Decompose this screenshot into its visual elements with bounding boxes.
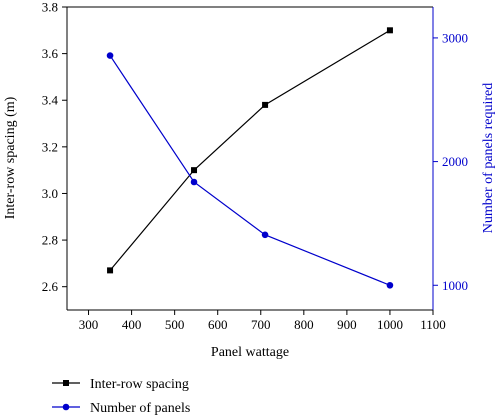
left-y-tick-label: 3.6: [42, 46, 59, 61]
plot-frame: [66, 6, 434, 311]
left-y-axis-label: Inter-row spacing (m): [3, 96, 18, 219]
right-y-tick-label: 2000: [442, 154, 468, 169]
right-y-tick-label: 3000: [442, 30, 468, 45]
x-tick-label: 800: [294, 317, 314, 332]
x-tick-label: 600: [208, 317, 228, 332]
x-tick-label: 400: [122, 317, 142, 332]
left-y-tick-label: 3.4: [42, 93, 59, 108]
left-y-axis-ticks: 2.6 2.8 3.0 3.2 3.4 3.6 3.8: [42, 0, 67, 294]
series-layer: [106, 27, 394, 289]
data-point-square: [262, 101, 269, 108]
x-axis-label: Panel wattage: [211, 345, 289, 360]
legend: Inter-row spacing Number of panels: [52, 377, 190, 416]
legend-label: Inter-row spacing: [90, 377, 189, 392]
data-point-circle: [261, 231, 269, 239]
data-point-circle: [190, 178, 198, 186]
left-y-tick-label: 3.2: [42, 139, 58, 154]
data-point-square: [191, 167, 198, 174]
right-y-axis-label: Number of panels required: [481, 83, 496, 233]
data-point-square: [107, 267, 114, 274]
left-y-tick-label: 2.8: [42, 233, 58, 248]
legend-marker-circle: [62, 403, 70, 411]
right-y-tick-label: 1000: [442, 278, 468, 293]
data-point-circle: [106, 52, 114, 59]
x-axis-ticks: 300 400 500 600 700 800 900 1000 1100: [79, 310, 446, 332]
left-y-tick-label: 3.8: [42, 0, 58, 15]
data-point-square: [386, 27, 393, 34]
data-point-circle: [386, 281, 394, 289]
x-tick-label: 500: [165, 317, 185, 332]
left-y-tick-label: 2.6: [42, 279, 59, 294]
series-line-1: [109, 55, 391, 286]
x-tick-label: 900: [337, 317, 357, 332]
right-y-axis-ticks: 1000 2000 3000: [433, 30, 468, 293]
x-tick-label: 700: [251, 317, 271, 332]
x-tick-label: 300: [79, 317, 99, 332]
series-line-0: [109, 29, 391, 271]
legend-marker-square: [63, 380, 69, 386]
legend-label: Number of panels: [90, 401, 190, 416]
x-tick-label: 1000: [377, 317, 403, 332]
left-y-tick-label: 3.0: [42, 186, 58, 201]
x-tick-label: 1100: [420, 317, 446, 332]
